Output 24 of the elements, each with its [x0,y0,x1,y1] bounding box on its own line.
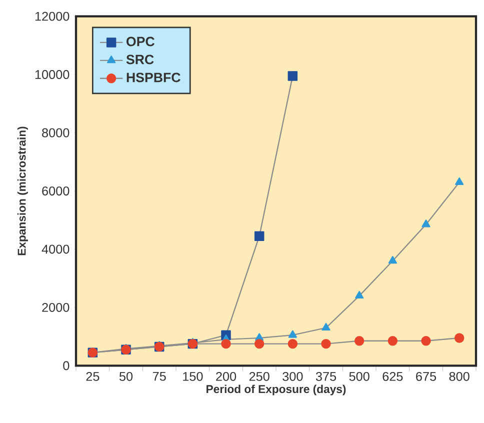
y-tick-label: 4000 [42,244,70,254]
x-tick-label: 75 [152,372,166,381]
x-tick-label: 50 [119,372,133,381]
x-tick-label: 500 [349,372,370,381]
y-tick-label: 2000 [42,302,70,312]
x-tick-label: 150 [183,372,203,381]
x-tick-label: 200 [216,372,236,381]
legend-label: HSPBFC [126,72,180,82]
y-tick-label: 12000 [35,12,70,21]
y-tick-label: 0 [63,361,70,370]
y-axis-title: Expansion (microstrain) [17,126,28,256]
x-tick-label: 375 [316,372,336,381]
y-tick-label: 6000 [42,186,70,196]
x-tick-label: 800 [449,372,470,381]
legend-label: OPC [126,36,154,46]
y-tick-label: 10000 [35,70,70,80]
x-tick-label: 625 [382,372,403,381]
x-tick-label: 25 [86,372,100,381]
x-tick-label: 300 [282,372,303,381]
x-axis-title: Period of Exposure (days) [206,384,346,396]
x-tick-label: 250 [249,372,270,381]
x-tick-label: 675 [416,372,436,381]
legend-label: SRC [126,54,154,64]
y-tick-label: 8000 [42,128,70,138]
